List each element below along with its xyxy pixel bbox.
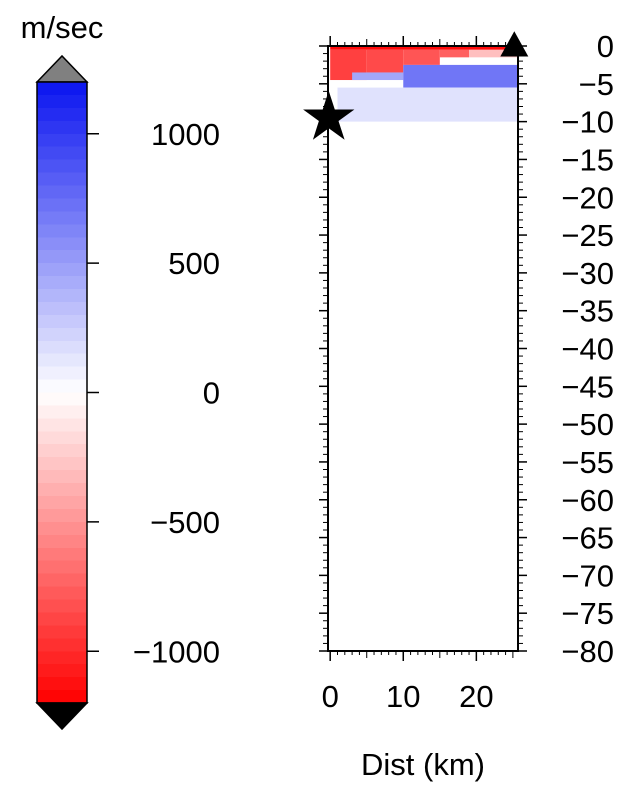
y-tick-label: −15 [561, 142, 614, 177]
y-tick-label: −5 [579, 67, 614, 102]
x-tick-label: 0 [322, 679, 339, 714]
anomaly-cell [469, 49, 518, 58]
y-tick-label: −70 [561, 558, 614, 593]
x-tick-label: 20 [459, 679, 493, 714]
y-axis: 0−5−10−15−20−25−30−35−40−45−50−55−60−65−… [319, 29, 614, 669]
y-tick-label: −25 [561, 218, 614, 253]
colorbar-tick-label: 500 [168, 246, 220, 281]
x-axis-label: Dist (km) [361, 747, 485, 782]
colorbar: m/sec 1000 500 0 −500 −1000 [21, 10, 220, 731]
y-tick-label: −65 [561, 521, 614, 556]
colorbar-tick-label: 0 [203, 376, 220, 411]
x-tick-label: 10 [386, 679, 420, 714]
colorbar-tick-label: −1000 [133, 634, 220, 669]
plot-frame [327, 45, 519, 652]
colorbar-unit-label: m/sec [21, 10, 104, 45]
anomaly-cell [366, 49, 404, 73]
x-axis: 0 10 20 [322, 36, 514, 714]
anomaly-cell [403, 49, 440, 65]
colorbar-bar [36, 81, 88, 704]
anomaly-cell [352, 72, 404, 81]
colorbar-overflow-high [35, 54, 89, 83]
y-tick-label: −55 [561, 445, 614, 480]
cross-section-panel: 0−5−10−15−20−25−30−35−40−45−50−55−60−65−… [303, 29, 614, 782]
y-tick-label: −80 [561, 634, 614, 669]
y-tick-label: 0 [597, 29, 614, 64]
colorbar-ticks: 1000 500 0 −500 −1000 [87, 117, 220, 669]
marker-layer [303, 31, 529, 140]
y-tick-label: −35 [561, 294, 614, 329]
y-tick-label: −60 [561, 483, 614, 518]
triangle-marker [500, 31, 529, 57]
colorbar-overflow-low [35, 702, 89, 731]
y-tick-label: −75 [561, 596, 614, 631]
anomaly-cell [337, 87, 518, 122]
anomaly-cell [439, 49, 470, 58]
star-marker [303, 90, 355, 140]
y-tick-label: −45 [561, 369, 614, 404]
y-tick-label: −40 [561, 332, 614, 367]
colorbar-tick-label: −500 [150, 505, 220, 540]
y-tick-label: −50 [561, 407, 614, 442]
y-tick-label: −20 [561, 180, 614, 215]
anomaly-layer [330, 46, 518, 122]
anomaly-cell [403, 64, 518, 88]
y-tick-label: −30 [561, 256, 614, 291]
anomaly-cell [330, 46, 518, 50]
colorbar-tick-label: 1000 [151, 117, 220, 152]
y-tick-label: −10 [561, 105, 614, 140]
